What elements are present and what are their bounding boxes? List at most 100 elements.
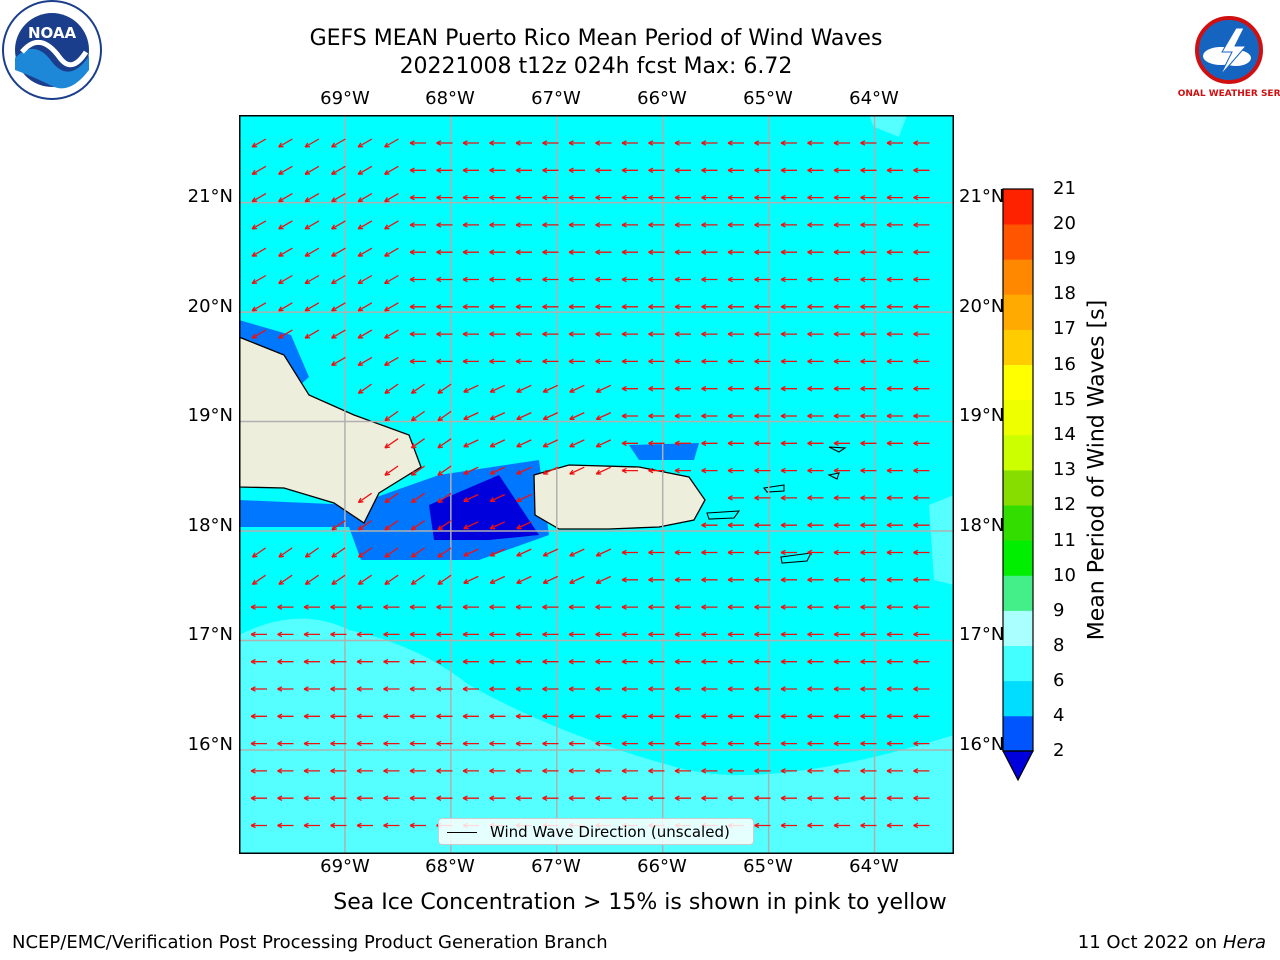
colorbar-band	[1003, 329, 1033, 366]
wind-wave-vector	[701, 713, 718, 720]
wind-wave-vector	[595, 658, 612, 665]
wind-wave-vector	[516, 412, 532, 421]
wind-wave-vector	[727, 194, 744, 201]
wind-wave-vector	[674, 194, 691, 201]
wind-wave-vector	[886, 276, 903, 283]
wind-wave-vector	[568, 140, 585, 146]
wind-wave-vector	[595, 249, 612, 255]
wind-wave-vector	[515, 631, 532, 638]
wind-wave-vector	[621, 658, 638, 665]
wind-wave-vector	[568, 222, 585, 228]
colorbar-label: 16	[1053, 354, 1076, 375]
wind-wave-vector	[331, 356, 346, 367]
wind-wave-vector	[542, 686, 559, 692]
colorbar-band	[1003, 575, 1033, 611]
wind-wave-vector	[621, 222, 638, 228]
wind-wave-vector	[436, 358, 453, 365]
colorbar-label: 6	[1053, 670, 1065, 691]
wind-wave-vector	[542, 768, 559, 774]
wind-wave-vector	[489, 331, 506, 337]
wind-wave-vector	[462, 304, 479, 310]
colorbar-label: 14	[1053, 424, 1076, 445]
wind-wave-vector	[277, 740, 294, 747]
wind-wave-vector	[913, 658, 930, 665]
wind-wave-vector	[568, 795, 585, 801]
wind-wave-vector	[701, 549, 718, 556]
wind-wave-vector	[648, 140, 665, 146]
wind-wave-vector	[648, 331, 665, 337]
wind-wave-vector	[833, 740, 850, 747]
lon-tick-bottom: 68°W	[425, 856, 475, 877]
wind-wave-vector	[754, 358, 771, 365]
wind-wave-vector	[701, 795, 718, 801]
wind-wave-vector	[436, 604, 453, 610]
wind-wave-vector	[780, 194, 797, 201]
wind-wave-vector	[807, 167, 824, 174]
wind-wave-vector	[463, 466, 479, 475]
wind-wave-vector	[701, 631, 718, 638]
wind-wave-vector	[384, 302, 399, 312]
wind-wave-vector	[754, 795, 771, 801]
wind-wave-vector	[357, 383, 372, 394]
wind-wave-vector	[833, 822, 850, 829]
wind-wave-vector	[437, 520, 452, 531]
wind-wave-vector	[860, 304, 877, 310]
wind-wave-vector	[568, 249, 585, 255]
wind-wave-vector	[595, 439, 612, 448]
wind-wave-vector	[621, 304, 638, 310]
wind-wave-vector	[436, 686, 453, 692]
wind-wave-vector	[462, 631, 479, 638]
wind-wave-vector	[515, 604, 532, 610]
wind-wave-vector	[462, 331, 479, 337]
wind-wave-vector	[648, 385, 665, 392]
wind-wave-vector	[568, 304, 585, 310]
wind-wave-vector	[383, 604, 400, 610]
wind-wave-vector	[648, 413, 665, 419]
wind-wave-vector	[860, 467, 877, 474]
wind-wave-vector	[437, 465, 452, 476]
wind-wave-vector	[833, 768, 850, 774]
wind-wave-vector	[409, 768, 426, 774]
wind-wave-vector	[648, 249, 665, 255]
wind-wave-vector	[913, 140, 930, 146]
wind-wave-vector	[860, 604, 877, 610]
wind-wave-vector	[886, 331, 903, 337]
wind-wave-vector	[330, 713, 347, 720]
wind-wave-vector	[462, 795, 479, 801]
wind-wave-vector	[436, 658, 453, 665]
wind-wave-vector	[754, 440, 771, 447]
wind-wave-vector	[754, 604, 771, 610]
wind-wave-vector	[331, 247, 346, 257]
wind-wave-vector	[621, 686, 638, 692]
wind-wave-vector	[727, 522, 744, 528]
wind-wave-vector	[384, 438, 399, 449]
wind-wave-vector	[356, 658, 373, 665]
wind-wave-vector	[621, 140, 638, 146]
wind-wave-vector	[648, 467, 665, 474]
wind-wave-vector	[515, 222, 532, 228]
wind-wave-vector	[807, 276, 824, 283]
wind-wave-vector	[463, 575, 479, 584]
map-frame	[239, 115, 954, 854]
wind-wave-vector	[331, 165, 346, 175]
footer-date: 11 Oct 2022 on Hera	[1078, 932, 1266, 953]
wind-wave-vector	[437, 410, 452, 422]
wind-wave-vector	[754, 276, 771, 283]
wind-wave-vector	[251, 247, 267, 257]
wind-wave-vector	[409, 167, 426, 174]
wind-wave-vector	[648, 440, 665, 447]
wind-wave-vector	[330, 604, 347, 610]
wind-wave-vector	[674, 686, 691, 692]
wind-wave-vector	[860, 140, 877, 146]
wind-wave-vector	[754, 495, 771, 501]
wind-wave-vector	[436, 167, 453, 174]
wind-wave-vector	[674, 631, 691, 638]
wind-wave-vector	[568, 276, 585, 283]
wind-wave-vector	[913, 440, 930, 447]
wind-wave-vector	[701, 194, 718, 201]
wind-wave-vector	[330, 795, 347, 801]
wind-wave-vector	[436, 795, 453, 801]
wind-wave-vector	[331, 329, 346, 339]
wind-wave-vector	[436, 713, 453, 720]
wind-wave-vector	[436, 631, 453, 638]
